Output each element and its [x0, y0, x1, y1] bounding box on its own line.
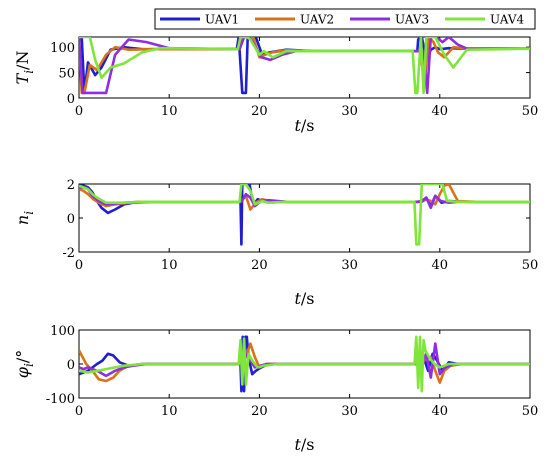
y-tick-label: 0	[67, 358, 75, 373]
axes-frame	[78, 36, 531, 99]
x-axis-label: t/s	[294, 116, 314, 135]
series-line-uav2	[79, 184, 530, 211]
series-group	[79, 184, 530, 246]
series-line-uav1	[79, 37, 530, 95]
series-line-uav4	[79, 335, 530, 393]
series-line-uav2	[79, 342, 530, 384]
y-tick-label: -100	[46, 392, 75, 407]
panel-1: 0 10 20 30 40 50 0 50 100 t/s Ti/N	[13, 36, 539, 135]
x-tick-label: 10	[161, 104, 178, 119]
y-tick-label: 0	[67, 212, 75, 227]
x-tick-label: 0	[75, 404, 83, 419]
y-axis-label: φi/°	[13, 350, 36, 378]
x-tick-label: 20	[251, 404, 268, 419]
x-tick-label: 50	[522, 258, 539, 273]
y-tick-label: 0	[67, 92, 75, 107]
x-tick-label: 40	[432, 104, 449, 119]
legend-label-uav4: UAV4	[490, 13, 524, 27]
legend: UAV1 UAV2 UAV3 UAV4	[154, 8, 536, 30]
legend-label-uav2: UAV2	[300, 13, 334, 27]
y-tick-label: 100	[50, 41, 75, 56]
x-tick-label: 30	[341, 104, 358, 119]
x-tick-label: 0	[75, 104, 83, 119]
series-line-uav4	[79, 37, 530, 95]
y-tick-label: 2	[67, 178, 75, 193]
x-axis-label: t/s	[294, 289, 314, 308]
y-tick-label: 100	[50, 324, 75, 339]
x-tick-label: 50	[522, 404, 539, 419]
x-tick-label: 10	[161, 404, 178, 419]
x-tick-label: 30	[341, 404, 358, 419]
series-line-uav3	[79, 342, 530, 379]
x-tick-label: 50	[522, 104, 539, 119]
x-axis-label: t/s	[294, 435, 314, 454]
y-axis-label: Ti/N	[13, 51, 36, 85]
series-line-uav4	[79, 184, 530, 246]
x-tick-label: 10	[161, 258, 178, 273]
series-line-uav3	[79, 186, 530, 210]
y-axis-label: ni	[13, 211, 36, 225]
series-group	[79, 335, 530, 393]
legend-label-uav1: UAV1	[205, 13, 239, 27]
y-tick-label: -2	[62, 246, 75, 261]
x-tick-label: 20	[251, 104, 268, 119]
series-group	[79, 37, 530, 95]
x-tick-label: 40	[432, 258, 449, 273]
x-tick-label: 20	[251, 258, 268, 273]
series-line-uav2	[79, 37, 530, 95]
legend-label-uav3: UAV3	[395, 13, 429, 27]
x-tick-label: 30	[341, 258, 358, 273]
x-tick-label: 40	[432, 404, 449, 419]
y-tick-label: 50	[58, 67, 75, 82]
legend-box	[154, 8, 536, 30]
x-tick-label: 0	[75, 258, 83, 273]
